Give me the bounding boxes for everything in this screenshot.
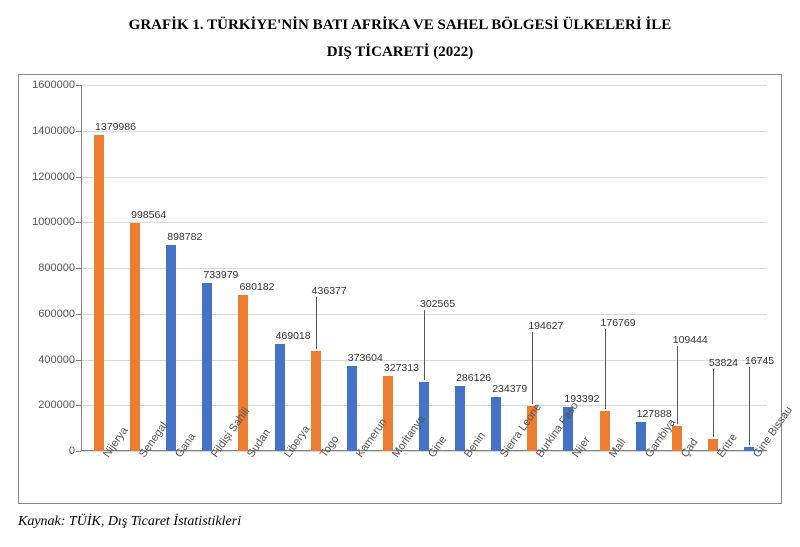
- bar-value-label: 733979: [203, 269, 238, 281]
- bar: [202, 283, 212, 451]
- bar-value-label: 1379986: [95, 121, 136, 133]
- bar-value-label: 469018: [276, 330, 311, 342]
- bar: [600, 411, 610, 451]
- source-text: Kaynak: TÜİK, Dış Ticaret İstatistikleri: [18, 514, 782, 530]
- bar-value-label: 998564: [131, 209, 166, 221]
- bar: [455, 386, 465, 451]
- bar: [166, 245, 176, 451]
- bar-value-label: 194627: [528, 320, 563, 332]
- leader-line: [424, 310, 425, 380]
- chart-container: 0200000400000600000800000100000012000001…: [18, 74, 782, 504]
- y-tick-label: 1600000: [32, 79, 81, 91]
- bar-value-label: 436377: [312, 285, 347, 297]
- bar: [636, 422, 646, 451]
- y-tick-label: 400000: [38, 354, 81, 366]
- bar-value-label: 327313: [384, 362, 419, 374]
- leader-line: [605, 329, 606, 409]
- leader-line: [749, 367, 750, 445]
- chart-title: GRAFİK 1. TÜRKİYE'NİN BATI AFRİKA VE SAH…: [18, 12, 782, 66]
- gridline: [81, 85, 767, 86]
- bar: [94, 135, 104, 451]
- title-line-1: GRAFİK 1. TÜRKİYE'NİN BATI AFRİKA VE SAH…: [129, 17, 672, 33]
- leader-line: [677, 346, 678, 424]
- bar-value-label: 109444: [673, 334, 708, 346]
- y-axis: [81, 85, 82, 451]
- y-tick-label: 800000: [38, 262, 81, 274]
- leader-line: [532, 332, 533, 404]
- bar-value-label: 680182: [239, 281, 274, 293]
- bar-value-label: 234379: [492, 383, 527, 395]
- bar-value-label: 286126: [456, 372, 491, 384]
- bar: [491, 397, 501, 451]
- bar: [130, 223, 140, 451]
- leader-line: [713, 369, 714, 437]
- bar-value-label: 898782: [167, 231, 202, 243]
- gridline: [81, 177, 767, 178]
- x-axis-labels: NijeryaSenegalGanaFildişi SahiliSudanLib…: [81, 449, 767, 503]
- y-tick-label: 200000: [38, 399, 81, 411]
- plot-area: 0200000400000600000800000100000012000001…: [81, 85, 767, 451]
- gridline: [81, 268, 767, 269]
- bar: [275, 344, 285, 451]
- y-tick-label: 600000: [38, 308, 81, 320]
- bar-value-label: 176769: [601, 317, 636, 329]
- title-line-2: DIŞ TİCARETİ (2022): [327, 44, 473, 60]
- bar-value-label: 302565: [420, 298, 455, 310]
- gridline: [81, 131, 767, 132]
- y-tick-label: 1000000: [32, 216, 81, 228]
- bar: [311, 351, 321, 451]
- gridline: [81, 222, 767, 223]
- bar-value-label: 373604: [348, 352, 383, 364]
- leader-line: [316, 297, 317, 349]
- y-tick-label: 1200000: [32, 171, 81, 183]
- bar: [347, 366, 357, 451]
- bar-value-label: 53824: [709, 357, 738, 369]
- bar-value-label: 16745: [745, 355, 774, 367]
- bar: [383, 376, 393, 451]
- y-tick-label: 1400000: [32, 125, 81, 137]
